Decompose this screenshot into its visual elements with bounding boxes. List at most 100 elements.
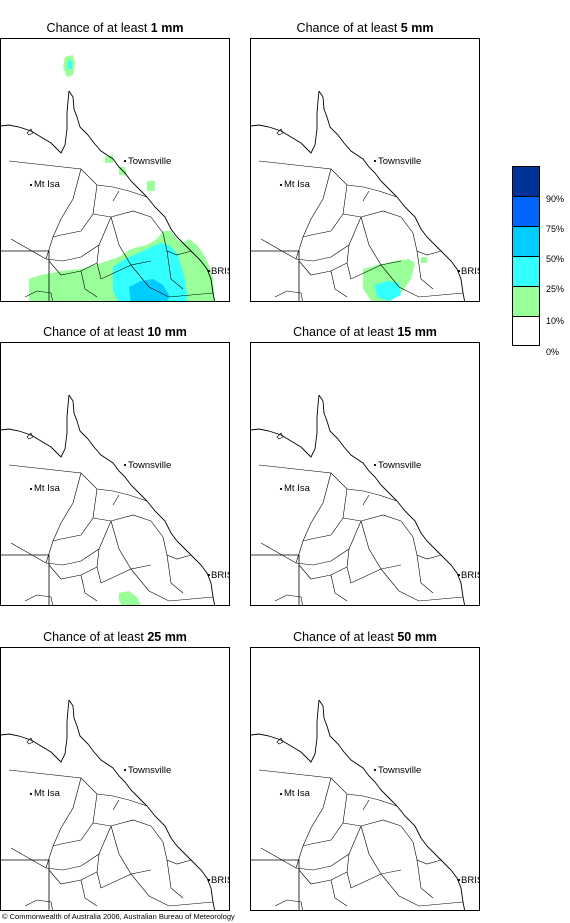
district-boundary [298, 564, 348, 580]
legend-swatch-25 [512, 256, 540, 286]
district-boundary [48, 869, 98, 885]
legend-swatch-0 [512, 316, 540, 346]
map-svg [1, 55, 216, 301]
district-boundary [10, 825, 112, 871]
map-panel-15mm: Townsville Mt Isa BRIS [250, 342, 480, 606]
district-boundary [260, 520, 362, 566]
district-boundary [346, 853, 382, 889]
legend-swatch-90 [512, 166, 540, 196]
gulf-coastline [1, 699, 70, 763]
mt-isa-marker [29, 792, 33, 796]
townsville-marker [123, 463, 127, 467]
label-mt-isa: Mt Isa [284, 483, 310, 494]
district-boundary [362, 190, 370, 202]
district-boundary [380, 568, 464, 602]
district-boundary [92, 514, 152, 522]
panel-title-25mm: Chance of at least 25 mm [43, 630, 187, 644]
district-boundary [80, 879, 98, 907]
gulf-coastline [1, 394, 70, 458]
east-coastline [318, 394, 466, 605]
district-boundary [10, 216, 112, 262]
district-boundary [110, 825, 152, 875]
district-boundary [330, 777, 398, 807]
district-boundary [80, 168, 148, 198]
inset-box [1, 859, 50, 910]
district-boundary [346, 548, 382, 584]
mt-isa-marker [279, 183, 283, 187]
panel-title-10mm: Chance of at least 10 mm [43, 325, 187, 339]
label-bris: BRIS [211, 266, 229, 277]
rainfall-probability-area [147, 181, 155, 191]
townsville-marker [373, 768, 377, 772]
inset-box [251, 859, 300, 910]
district-boundary [8, 160, 82, 260]
district-boundary [8, 464, 82, 564]
mt-isa-marker [29, 183, 33, 187]
inset-box [251, 554, 300, 605]
district-boundary [360, 825, 402, 875]
district-boundary [258, 464, 332, 564]
map-svg [251, 90, 466, 301]
district-boundary [362, 799, 370, 811]
rainfall-probability-area [68, 61, 72, 69]
district-boundary [24, 899, 53, 910]
district-boundary [330, 270, 348, 298]
map-svg [251, 699, 466, 910]
legend-swatch-50 [512, 226, 540, 256]
rainfall-probability-area [129, 279, 169, 301]
district-boundary [330, 574, 348, 602]
panel-title-1mm: Chance of at least 1 mm [46, 21, 184, 35]
mt-isa-marker [279, 792, 283, 796]
label-mt-isa: Mt Isa [34, 179, 60, 190]
district-boundary [260, 825, 362, 871]
legend-label-10: 10% [546, 316, 565, 326]
townsville-marker [373, 463, 377, 467]
panel-title-15mm: Chance of at least 15 mm [293, 325, 437, 339]
district-boundary [302, 488, 348, 542]
district-boundary [80, 574, 98, 602]
label-bris: BRIS [461, 266, 479, 277]
label-bris: BRIS [461, 570, 479, 581]
gulf-coastline [251, 394, 320, 458]
island-outline [276, 432, 284, 440]
district-boundary [112, 799, 120, 811]
district-boundary [302, 793, 348, 847]
bris-marker [207, 878, 211, 882]
map-panel-10mm: Townsville Mt Isa BRIS [0, 342, 230, 606]
island-outline [26, 432, 34, 440]
inset-box [1, 554, 50, 605]
map-panel-1mm: Townsville Mt Isa BRIS [0, 38, 230, 302]
east-coastline [318, 699, 466, 910]
district-boundary [52, 793, 98, 847]
map-panel-5mm: Townsville Mt Isa BRIS [250, 38, 480, 302]
district-boundary [258, 769, 332, 869]
district-boundary [258, 160, 332, 260]
east-coastline [318, 90, 466, 301]
district-boundary [92, 819, 152, 827]
panel-title-50mm: Chance of at least 50 mm [293, 630, 437, 644]
district-boundary [380, 264, 464, 298]
map-panel-25mm: Townsville Mt Isa BRIS [0, 647, 230, 911]
district-boundary [166, 554, 184, 594]
mt-isa-marker [279, 487, 283, 491]
label-bris: BRIS [461, 875, 479, 886]
district-boundary [130, 873, 214, 907]
district-boundary [130, 568, 214, 602]
island-outline [26, 128, 34, 136]
district-boundary [80, 777, 148, 807]
district-boundary [342, 210, 402, 218]
map-svg [1, 394, 216, 605]
legend-label-0: 0% [546, 347, 560, 357]
district-boundary [24, 594, 53, 605]
district-boundary [416, 859, 434, 899]
district-boundary [274, 594, 303, 605]
rainfall-probability-area [375, 281, 401, 301]
district-boundary [150, 520, 192, 560]
district-boundary [400, 520, 442, 560]
island-outline [26, 737, 34, 745]
district-boundary [400, 216, 442, 256]
label-townsville: Townsville [378, 765, 422, 776]
district-boundary [166, 859, 184, 899]
probability-legend: 90% 75% 50% 25% 10% 0% [512, 166, 564, 357]
district-boundary [260, 216, 362, 262]
